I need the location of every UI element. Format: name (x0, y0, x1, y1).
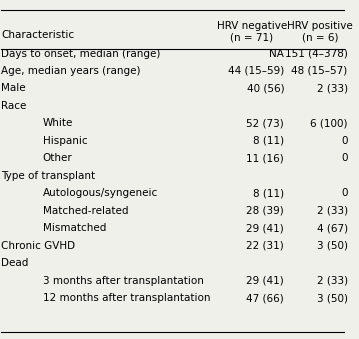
Text: Characteristic: Characteristic (1, 30, 75, 40)
Text: Dead: Dead (1, 258, 29, 268)
Text: 40 (56): 40 (56) (247, 83, 284, 94)
Text: 0: 0 (341, 188, 348, 198)
Text: 28 (39): 28 (39) (247, 206, 284, 216)
Text: 0: 0 (341, 154, 348, 163)
Text: 48 (15–57): 48 (15–57) (292, 66, 348, 76)
Text: 29 (41): 29 (41) (247, 223, 284, 233)
Text: HRV positive
(n = 6): HRV positive (n = 6) (287, 21, 353, 42)
Text: Age, median years (range): Age, median years (range) (1, 66, 141, 76)
Text: Race: Race (1, 101, 27, 111)
Text: 8 (11): 8 (11) (253, 188, 284, 198)
Text: Mismatched: Mismatched (42, 223, 106, 233)
Text: NA: NA (269, 48, 284, 59)
Text: 22 (31): 22 (31) (247, 241, 284, 251)
Text: Autologous/syngeneic: Autologous/syngeneic (42, 188, 158, 198)
Text: 151 (4–378): 151 (4–378) (285, 48, 348, 59)
Text: 47 (66): 47 (66) (247, 293, 284, 303)
Text: HRV negative
(n = 71): HRV negative (n = 71) (216, 21, 287, 42)
Text: 4 (67): 4 (67) (317, 223, 348, 233)
Text: Male: Male (1, 83, 26, 94)
Text: 2 (33): 2 (33) (317, 206, 348, 216)
Text: 29 (41): 29 (41) (247, 276, 284, 286)
Text: Type of transplant: Type of transplant (1, 171, 95, 181)
Text: 0: 0 (341, 136, 348, 146)
Text: 11 (16): 11 (16) (247, 154, 284, 163)
Text: 3 (50): 3 (50) (317, 293, 348, 303)
Text: Matched-related: Matched-related (42, 206, 128, 216)
Text: 52 (73): 52 (73) (247, 118, 284, 128)
Text: 2 (33): 2 (33) (317, 276, 348, 286)
Text: Days to onset, median (range): Days to onset, median (range) (1, 48, 161, 59)
Text: Chronic GVHD: Chronic GVHD (1, 241, 75, 251)
Text: Hispanic: Hispanic (42, 136, 87, 146)
Text: 8 (11): 8 (11) (253, 136, 284, 146)
Text: 44 (15–59): 44 (15–59) (228, 66, 284, 76)
Text: 3 months after transplantation: 3 months after transplantation (42, 276, 204, 286)
Text: 12 months after transplantation: 12 months after transplantation (42, 293, 210, 303)
Text: 2 (33): 2 (33) (317, 83, 348, 94)
Text: Other: Other (42, 154, 72, 163)
Text: 6 (100): 6 (100) (310, 118, 348, 128)
Text: White: White (42, 118, 73, 128)
Text: 3 (50): 3 (50) (317, 241, 348, 251)
